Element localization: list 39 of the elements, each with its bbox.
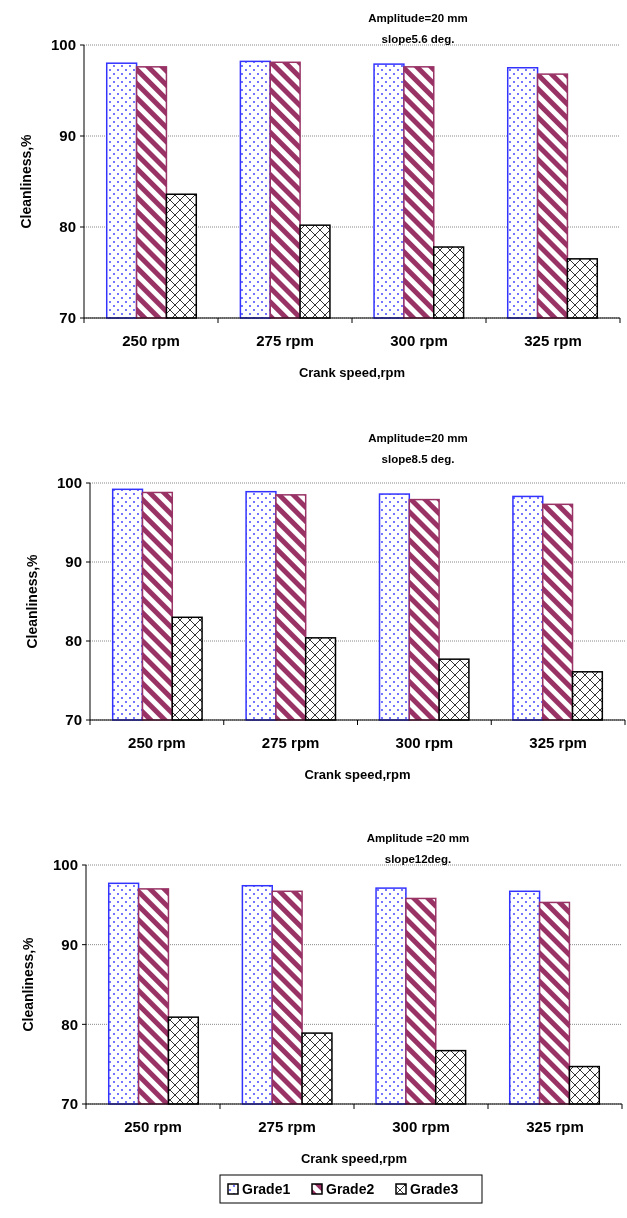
y-tick-label: 80 — [59, 218, 76, 236]
y-tick-label: 80 — [61, 1015, 78, 1033]
y-axis-title: Cleanliness,% — [24, 553, 40, 649]
y-tick-label: 70 — [65, 711, 82, 729]
y-tick-label: 80 — [65, 632, 82, 650]
y-tick-label: 100 — [52, 856, 78, 874]
legend-label: Grade2 — [326, 1180, 375, 1197]
x-tick-label: 325 rpm — [529, 734, 587, 751]
annotation: slope5.6 deg. — [381, 33, 455, 45]
x-tick-label: 250 rpm — [124, 1118, 182, 1135]
x-axis-title: Crank speed,rpm — [304, 767, 411, 782]
x-tick-label: 275 rpm — [256, 332, 314, 349]
x-tick-label: 250 rpm — [122, 332, 180, 349]
text: Amplitude=20 mm — [368, 432, 468, 444]
x-tick-label: 325 rpm — [524, 332, 582, 349]
y-tick-label: 70 — [61, 1095, 78, 1113]
legend-label: Grade3 — [410, 1180, 459, 1197]
y-axis-title: Cleanliness,% — [18, 133, 34, 229]
y-tick-label: 100 — [50, 36, 76, 54]
y-tick-label: 90 — [59, 127, 76, 145]
y-axis-title: Cleanliness,% — [20, 936, 36, 1032]
x-tick-label: 300 rpm — [392, 1118, 450, 1135]
text: Amplitude =20 mm — [366, 832, 470, 844]
x-tick-label: 300 rpm — [395, 734, 454, 751]
x-tick-label: 250 rpm — [128, 734, 186, 751]
x-tick-label: 325 rpm — [526, 1118, 584, 1135]
x-tick-label: 275 rpm — [261, 734, 320, 751]
y-tick-label: 90 — [65, 553, 82, 571]
x-axis-title: Crank speed,rpm — [300, 1151, 408, 1166]
y-tick-label: 100 — [56, 474, 82, 492]
text: Amplitude=20 mm — [368, 12, 468, 24]
x-axis-title: Crank speed,rpm — [298, 365, 406, 380]
x-tick-label: 275 rpm — [258, 1118, 316, 1135]
y-tick-label: 90 — [61, 935, 78, 953]
text: slope8.5 deg. — [381, 453, 455, 465]
x-tick-label: 300 rpm — [390, 332, 448, 349]
legend-label: Grade1 — [242, 1180, 291, 1197]
text: slope12deg. — [384, 853, 452, 865]
y-tick-label: 70 — [59, 309, 76, 327]
